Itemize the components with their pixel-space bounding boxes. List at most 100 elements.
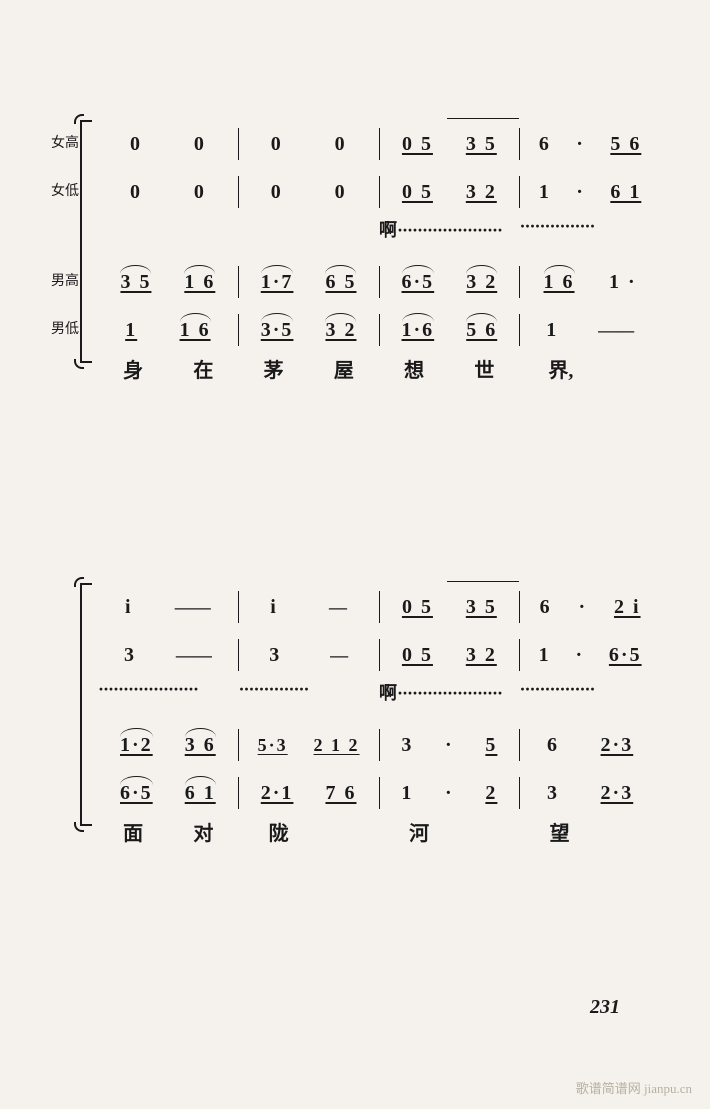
lyric-measure: 望 (520, 817, 661, 846)
ah-segment: 啊····················· (379, 679, 520, 705)
note: 0 (130, 181, 142, 204)
bass-measures: 1 1 6 3·5 3 2 1·6 5 6 1 —— (98, 314, 660, 346)
voice-label-bass: 男低 (50, 322, 80, 337)
ah-segment: ··············· (520, 216, 661, 242)
note: 0 (335, 133, 347, 156)
note: 3 5 (466, 596, 497, 619)
ah-segment: ···················· (98, 679, 239, 705)
lyric: 在 (193, 354, 213, 383)
lyric: 想 (404, 354, 424, 383)
beam (447, 118, 520, 120)
alto-measures: 3 —— 3 — 0 5 3 2 1 · 6·5 (98, 639, 660, 671)
lyric: 茅 (264, 354, 284, 383)
measure: 6 2·3 (520, 729, 660, 761)
note: 3 5 (120, 271, 151, 294)
note: 3 5 (466, 133, 497, 156)
tenor-staff: 男高 3 5 1 6 1·7 6 5 6·5 3 2 1 6 1 · (50, 258, 660, 306)
measure: 1·7 6 5 (239, 266, 380, 298)
note: 1 (539, 181, 551, 204)
alto-staff: 3 —— 3 — 0 5 3 2 1 · 6·5 (50, 631, 660, 679)
lyric: 界, (548, 354, 573, 383)
voice-label-tenor: 男高 (50, 274, 80, 289)
note: · (575, 644, 584, 667)
note: 6 (540, 596, 552, 619)
measure: 0 5 3 5 (380, 591, 521, 623)
note: 6 (539, 133, 551, 156)
dots: ····················· (397, 683, 502, 703)
measure: 6 · 2 i (520, 591, 660, 623)
measure: 1 · 6 1 (520, 176, 660, 208)
note: 3 2 (466, 644, 497, 667)
measure: 6 · 5 6 (520, 128, 660, 160)
note: 3 (401, 734, 413, 757)
bass-measures: 6·5 6 1 2·1 7 6 1 · 2 3 2·3 (98, 777, 660, 809)
measure: 3 —— (98, 639, 239, 671)
note: 2 i (614, 596, 641, 619)
note: · (576, 181, 585, 204)
tenor-measures: 1·2 3 6 5·3 2 1 2 3 · 5 6 2·3 (98, 729, 660, 761)
ah-text-row: 啊····················· ··············· (98, 216, 660, 242)
measure: 1 · 6·5 (520, 639, 660, 671)
note: — (330, 645, 348, 666)
measure: 0 5 3 5 (380, 128, 521, 160)
lyric-measure: 想 世 (379, 354, 520, 383)
note: 0 5 (402, 644, 433, 667)
lyric-measure: 面 对 (98, 817, 239, 846)
measure: 0 0 (239, 176, 380, 208)
note: 6·5 (609, 644, 642, 667)
lyrics-row: 身 在 茅 屋 想 世 界, (98, 354, 660, 383)
note: 0 5 (402, 596, 433, 619)
measure: i —— (98, 591, 239, 623)
measure: i — (239, 591, 380, 623)
note: 1 6 (544, 271, 575, 294)
lyric: 对 (193, 817, 213, 846)
note: 3 (269, 644, 281, 667)
page-number: 231 (590, 996, 620, 1019)
ah-segment (98, 216, 239, 242)
measure: 0 0 (98, 128, 239, 160)
note: 0 5 (402, 133, 433, 156)
note: 5·3 (258, 735, 288, 756)
note: i (125, 596, 133, 619)
bass-staff: 6·5 6 1 2·1 7 6 1 · 2 3 2·3 (50, 769, 660, 817)
measure: 1 6 1 · (520, 266, 660, 298)
note: 1 (125, 319, 137, 342)
lyric-measure: 河 (379, 817, 520, 846)
note: 6 1 (185, 782, 216, 805)
note: · (576, 133, 585, 156)
note: —— (176, 645, 212, 666)
note: 3 2 (325, 319, 356, 342)
voice-label-soprano: 女高 (50, 136, 80, 151)
ah-segment (239, 216, 380, 242)
voice-label-alto: 女低 (50, 184, 80, 199)
beam (447, 581, 520, 583)
note: · (445, 734, 454, 757)
note: · (445, 782, 454, 805)
note: 6·5 (402, 271, 435, 294)
measure: 6·5 6 1 (98, 777, 239, 809)
measure: 3 — (239, 639, 380, 671)
note: 3·5 (261, 319, 294, 342)
measure: 3 5 1 6 (98, 266, 239, 298)
lyric: 身 (123, 354, 143, 383)
note: 0 (194, 181, 206, 204)
lyric-measure: 界, (520, 354, 661, 383)
note: 1 6 (184, 271, 215, 294)
note: 0 (271, 181, 283, 204)
tenor-staff: 1·2 3 6 5·3 2 1 2 3 · 5 6 2·3 (50, 721, 660, 769)
ah-segment: 啊····················· (379, 216, 520, 242)
measure: 0 5 3 2 (380, 176, 521, 208)
measure: 3·5 3 2 (239, 314, 380, 346)
measure: 6·5 3 2 (380, 266, 521, 298)
note: 7 6 (325, 782, 356, 805)
note: 5 6 (610, 133, 641, 156)
lyrics-row: 面 对 陇 河 望 (98, 817, 660, 846)
measure: 1 1 6 (98, 314, 239, 346)
note: 2 (485, 782, 497, 805)
note: 1 (539, 644, 551, 667)
note: 5 (485, 734, 497, 757)
note: 5 6 (466, 319, 497, 342)
note: 3 (547, 782, 559, 805)
note: — (329, 597, 347, 618)
note: 1·7 (261, 271, 294, 294)
